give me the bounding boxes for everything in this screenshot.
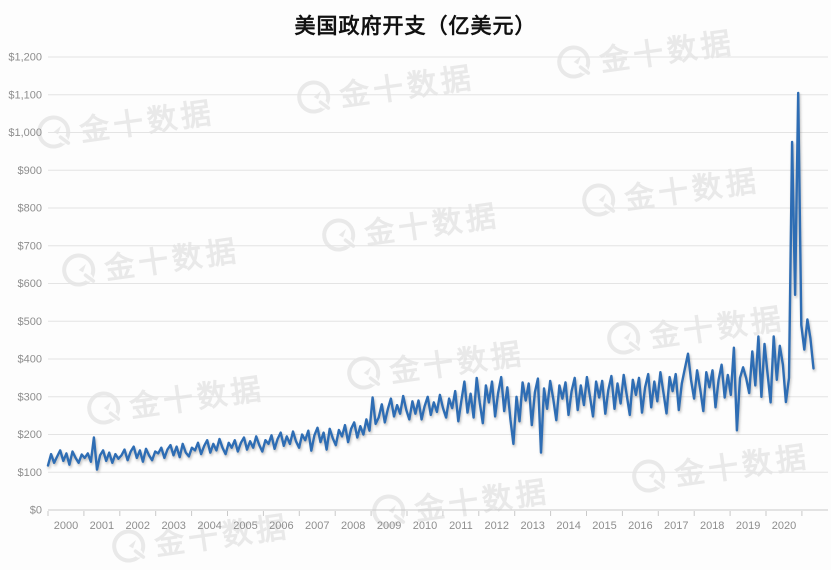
y-axis-label: $1,000	[8, 127, 42, 139]
x-axis-label: 2006	[269, 520, 293, 532]
x-axis-label: 2011	[449, 520, 473, 532]
y-axis-label: $0	[30, 505, 42, 517]
x-axis-label: 2000	[54, 520, 78, 532]
chart-page: 金十数据 金十数据 金十数据 金十数据 金十数据 金十数据 金十数据 金十数据 金十数据 金十数据…	[8, 15, 828, 563]
y-axis-label: $100	[18, 467, 42, 479]
x-axis-label: 2016	[628, 520, 652, 532]
x-axis-label: 2002	[126, 520, 150, 532]
x-axis-label: 2003	[161, 520, 185, 532]
x-axis-label: 2017	[664, 520, 688, 532]
x-axis-label: 2014	[556, 520, 580, 532]
x-axis-label: 2018	[700, 520, 724, 532]
x-axis-label: 2004	[197, 520, 221, 532]
x-axis-label: 2007	[305, 520, 329, 532]
x-axis-label: 2009	[377, 520, 401, 532]
y-axis-label: $700	[18, 240, 42, 252]
spending-line-series	[46, 91, 815, 471]
y-axis-label: $500	[18, 316, 42, 328]
x-axis-label: 2019	[736, 520, 760, 532]
x-axis-label: 2001	[90, 520, 114, 532]
y-axis-label: $300	[18, 391, 42, 403]
x-axis-label: 2013	[520, 520, 544, 532]
y-axis-label: $1,100	[8, 89, 42, 101]
x-axis-label: 2005	[233, 520, 257, 532]
y-axis-label: $200	[18, 429, 42, 441]
x-axis-label: 2010	[413, 520, 437, 532]
line-chart: $0 $100 $200 $300 $400 $500 $600 $700 $800 $900 $1…	[8, 52, 828, 532]
chart-title: 美国政府开支（亿美元）	[294, 15, 537, 38]
x-axis-label: 2012	[485, 520, 509, 532]
x-axis-label: 2008	[341, 520, 365, 532]
y-axis-label: $900	[18, 165, 42, 177]
y-axis-label: $800	[18, 203, 42, 215]
x-axis-label: 2020	[772, 520, 796, 532]
x-axis-label: 2015	[592, 520, 616, 532]
y-axis-label: $600	[18, 278, 42, 290]
y-axis-label: $400	[18, 354, 42, 366]
y-axis-label: $1,200	[8, 52, 42, 64]
